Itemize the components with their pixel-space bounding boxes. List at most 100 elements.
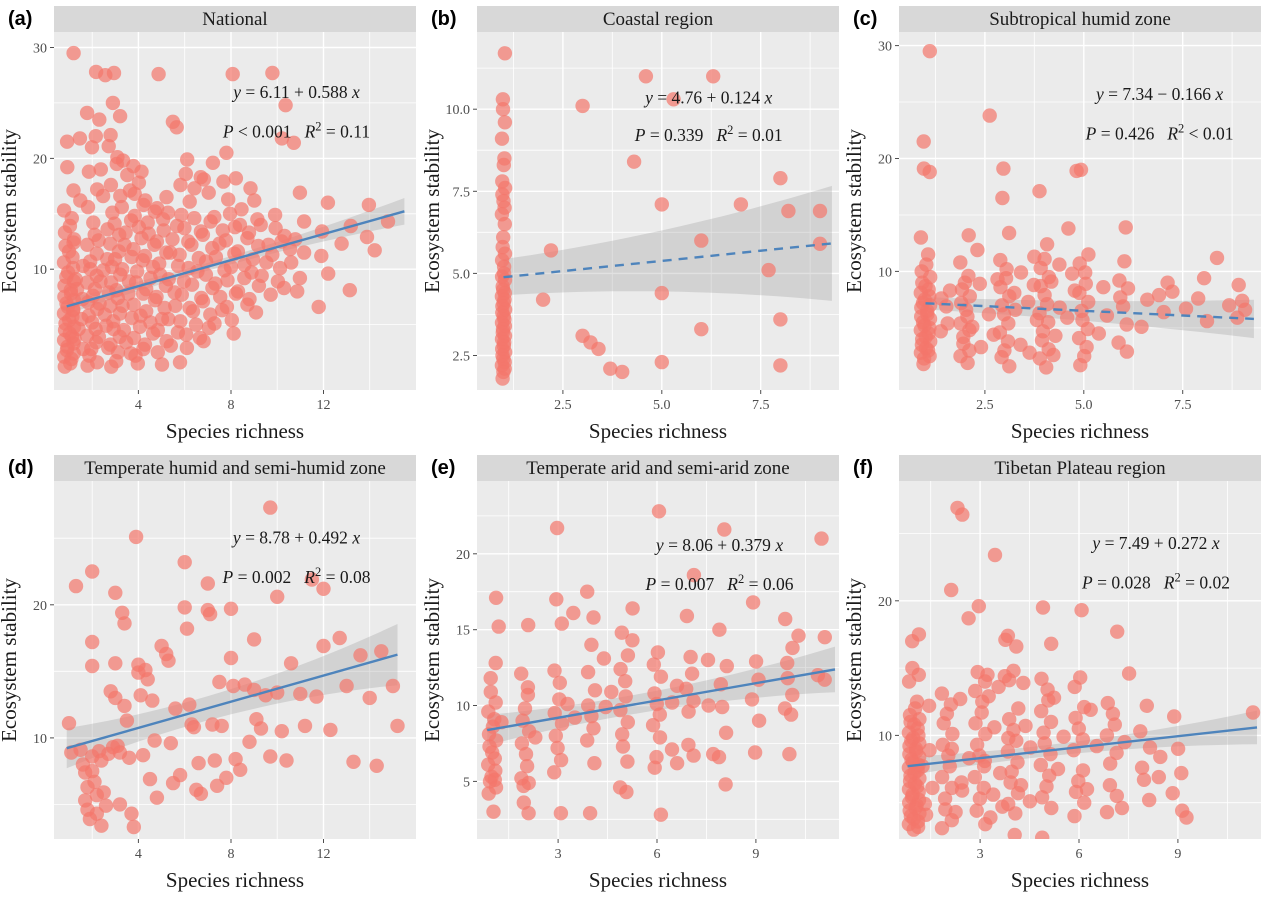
scatter-point [535,292,550,307]
scatter-point [744,691,759,707]
scatter-point [174,287,189,302]
scatter-point [321,266,336,281]
scatter-point [276,280,292,296]
scatter-point [1044,800,1059,815]
strip [54,454,416,481]
scatter-point [1075,731,1091,747]
scatter-point [122,750,137,765]
scatter-point [517,700,532,716]
stats-label: P = 0.426 R2 < 0.01 [1085,121,1234,143]
scatter-point [780,203,796,219]
scatter-point [179,340,195,356]
scatter-point [66,45,81,61]
svg-text:2.5: 2.5 [976,398,994,413]
scatter-point [751,713,766,728]
scatter-point [916,134,932,149]
scatter-point [233,762,248,777]
scatter-point [1046,347,1061,363]
svg-text:12: 12 [317,398,331,413]
scatter-point [179,327,194,342]
scatter-point [226,326,241,341]
scatter-point [1139,698,1155,713]
scatter-point [116,322,132,338]
scatter-point [1036,599,1051,615]
scatter-point [207,752,222,768]
scatter-point [938,790,953,806]
scatter-point [953,691,968,706]
scatter-point [543,243,558,258]
scatter-point [488,590,503,605]
scatter-point [590,341,606,357]
scatter-point [112,109,128,124]
scatter-point [961,610,977,625]
scatter-point [496,157,511,173]
scatter-point [1001,316,1016,331]
scatter-point [925,780,940,795]
scatter-point [127,186,142,201]
scatter-point [283,655,299,670]
scatter-point [518,746,533,761]
scatter-point [553,752,568,767]
scatter-point [575,98,590,114]
scatter-point [220,273,235,288]
scatter-point [207,316,222,331]
scatter-point [680,737,696,752]
scatter-point [922,164,938,180]
axis-ticks: 2.5 5.0 7.5 2.5 5.0 7.5 10.0 [445,103,769,413]
scatter-point [972,276,988,291]
scatter-point [1191,291,1206,306]
scatter-point [216,174,231,189]
equation-label: y = 6.11 + 0.588 x [231,82,360,102]
scatter-point [145,692,160,708]
scatter-point [495,102,510,117]
scatter-point [91,233,106,248]
scatter-point [747,744,762,760]
scatter-point [297,718,313,733]
svg-text:5.0: 5.0 [653,398,671,413]
scatter-point [1165,284,1180,299]
panel-e: Temperate arid and semi-arid zone 3 6 9 5 10 1… [423,449,846,897]
scatter-point [1151,769,1167,784]
scatter-point [813,530,829,546]
scatter-point [1034,703,1049,718]
scatter-point [230,284,246,299]
scatter-point [666,92,681,107]
equation-label: y = 4.76 + 0.124 x [643,88,772,108]
scatter-point [1002,359,1017,374]
scatter-point [187,181,202,196]
scatter-point [193,786,209,801]
scatter-point [1167,708,1182,724]
scatter-point [646,656,661,672]
scatter-point [248,305,264,320]
equation-label: y = 8.78 + 0.492 x [231,527,360,547]
scatter-point [653,807,668,822]
scatter-point [140,671,155,686]
y-axis-label: Ecosystem stability [0,129,21,293]
svg-text:5: 5 [463,775,470,790]
scatter-point [85,634,100,649]
scatter-point [186,719,202,734]
scatter-point [982,307,997,322]
scatter-point [1006,722,1022,737]
scatter-point [1065,266,1080,281]
scatter-point [361,197,377,213]
svg-text:10: 10 [33,731,47,746]
scatter-point [137,248,153,264]
scatter-point [159,189,174,205]
panel-b: Coastal region 2.5 5.0 7.5 2.5 5.0 7.5 10.0 Spec… [423,0,846,449]
scatter-point [945,726,960,741]
scatter-point [777,611,793,626]
scatter-point [784,640,800,655]
scatter-point [1001,628,1016,643]
scatter-point [1103,777,1118,792]
svg-text:20: 20 [878,153,892,168]
scatter-point [296,214,312,229]
scatter-point [253,217,268,233]
scatter-point [965,319,980,334]
scatter-point [80,358,95,373]
scatter-point [80,237,95,252]
scatter-point [254,268,269,283]
scatter-point [936,715,952,730]
scatter-point [586,755,602,770]
